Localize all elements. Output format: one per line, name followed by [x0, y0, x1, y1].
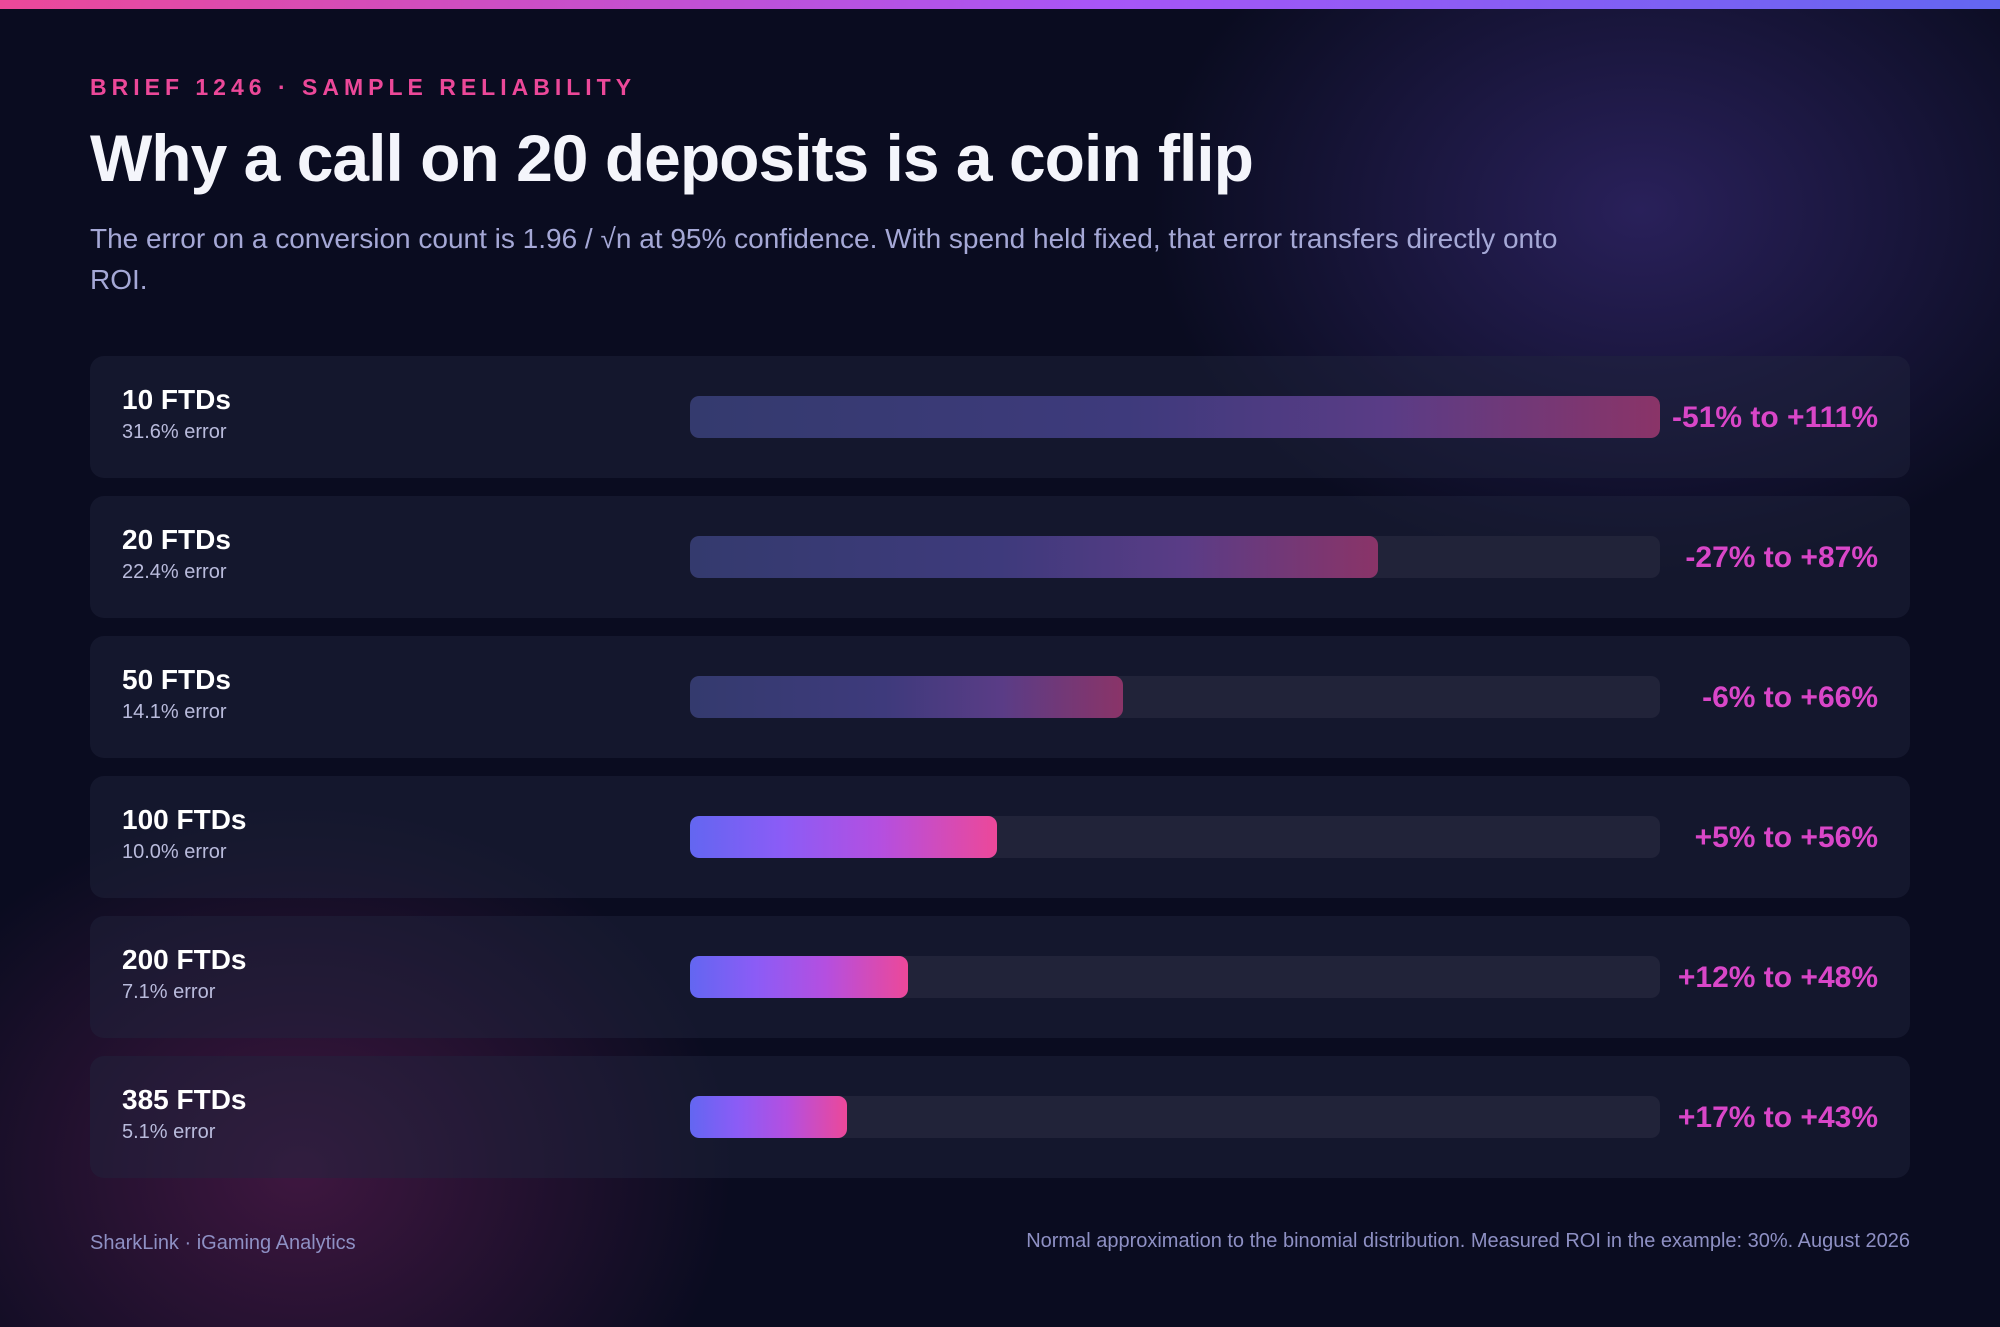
- sample-size-label: 10 FTDs: [122, 384, 231, 415]
- error-label: 31.6% error: [122, 421, 227, 443]
- error-bar: [690, 676, 1123, 718]
- footer-brand: SharkLink · iGaming Analytics: [90, 1232, 356, 1254]
- chart-row: 100 FTDs 10.0% error +5% to +56%: [90, 776, 1910, 898]
- chart-row: 385 FTDs 5.1% error +17% to +43%: [90, 1056, 1910, 1178]
- row-label-group: 50 FTDs 14.1% error: [122, 663, 231, 725]
- error-bar: [690, 396, 1660, 438]
- error-bar: [690, 956, 908, 998]
- row-label-group: 100 FTDs 10.0% error: [122, 803, 247, 865]
- chart-row: 20 FTDs 22.4% error -27% to +87%: [90, 496, 1910, 618]
- error-bar: [690, 536, 1378, 578]
- error-label: 22.4% error: [122, 561, 227, 583]
- error-label: 5.1% error: [122, 1121, 216, 1143]
- brief-eyebrow: BRIEF 1246 · SAMPLE RELIABILITY: [90, 74, 637, 100]
- sample-size-label: 50 FTDs: [122, 664, 231, 695]
- page-subtitle: The error on a conversion count is 1.96 …: [90, 223, 1558, 295]
- roi-range-label: +5% to +56%: [1694, 820, 1878, 854]
- error-bar-track: [690, 816, 1660, 858]
- error-label: 7.1% error: [122, 981, 216, 1003]
- error-bar-track: [690, 956, 1660, 998]
- roi-range-label: +12% to +48%: [1677, 960, 1878, 994]
- row-label-group: 20 FTDs 22.4% error: [122, 523, 231, 585]
- footer-note: Normal approximation to the binomial dis…: [1026, 1230, 1910, 1252]
- sample-size-label: 20 FTDs: [122, 524, 231, 555]
- error-bar-track: [690, 1096, 1660, 1138]
- error-bar-track: [690, 536, 1660, 578]
- roi-range-label: -27% to +87%: [1685, 540, 1878, 574]
- error-bar: [690, 1096, 847, 1138]
- sample-size-label: 200 FTDs: [122, 944, 247, 975]
- page-title: Why a call on 20 deposits is a coin flip: [90, 121, 1254, 195]
- row-label-group: 10 FTDs 31.6% error: [122, 383, 231, 445]
- top-accent-bar: [0, 0, 2000, 9]
- error-bar-track: [690, 676, 1660, 718]
- error-label: 14.1% error: [122, 701, 227, 723]
- row-label-group: 200 FTDs 7.1% error: [122, 943, 247, 1005]
- sample-size-chart: 10 FTDs 31.6% error -51% to +111% 20 FTDs 22…: [90, 356, 1910, 1196]
- error-bar-track: [690, 396, 1660, 438]
- roi-range-label: -6% to +66%: [1702, 680, 1878, 714]
- sample-size-label: 385 FTDs: [122, 1084, 247, 1115]
- chart-row: 50 FTDs 14.1% error -6% to +66%: [90, 636, 1910, 758]
- sample-size-label: 100 FTDs: [122, 804, 247, 835]
- roi-range-label: -51% to +111%: [1672, 400, 1878, 434]
- row-label-group: 385 FTDs 5.1% error: [122, 1083, 247, 1145]
- chart-row: 10 FTDs 31.6% error -51% to +111%: [90, 356, 1910, 478]
- error-bar: [690, 816, 997, 858]
- roi-range-label: +17% to +43%: [1677, 1100, 1878, 1134]
- chart-row: 200 FTDs 7.1% error +12% to +48%: [90, 916, 1910, 1038]
- error-label: 10.0% error: [122, 841, 227, 863]
